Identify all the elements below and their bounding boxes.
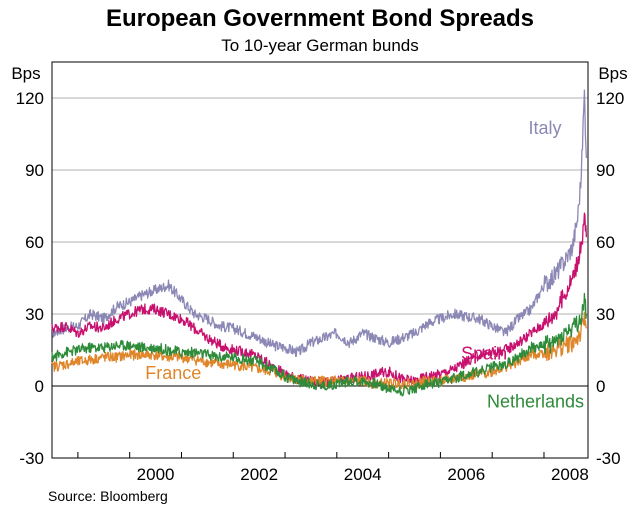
y-axis-label-left: Bps — [11, 64, 40, 83]
y-axis-label-right: Bps — [598, 64, 627, 83]
x-ticks: 2000 2002 2004 2006 2008 — [77, 452, 589, 484]
y-ticks-right: -30 0 30 60 90 120 — [596, 89, 624, 468]
y-ticks-left: -30 0 30 60 90 120 — [16, 89, 44, 468]
source-note: Source: Bloomberg — [48, 488, 168, 504]
series-annotations: Italy Spain France Netherlands — [145, 118, 584, 412]
y-tick-left-90: 90 — [25, 161, 44, 180]
chart-subtitle: To 10-year German bunds — [221, 36, 419, 55]
series-line-netherlands — [51, 292, 588, 397]
label-france: France — [145, 363, 201, 383]
series-line-italy — [51, 89, 588, 358]
y-tick-left-0: 0 — [35, 377, 44, 396]
y-tick-right-30: 30 — [596, 305, 615, 324]
chart-title: European Government Bond Spreads — [106, 5, 534, 32]
label-spain: Spain — [461, 344, 507, 364]
x-tick-label-2008: 2008 — [551, 465, 589, 484]
y-tick-left-60: 60 — [25, 233, 44, 252]
x-tick-label-2002: 2002 — [240, 465, 278, 484]
y-tick-right--30: -30 — [596, 449, 621, 468]
plot-frame — [51, 61, 589, 459]
y-tick-right-0: 0 — [596, 377, 605, 396]
x-tick-label-2006: 2006 — [447, 465, 485, 484]
gridlines — [52, 97, 588, 315]
x-tick-label-2000: 2000 — [137, 465, 175, 484]
y-tick-right-90: 90 — [596, 161, 615, 180]
series-line-france — [51, 311, 588, 390]
y-tick-left-30: 30 — [25, 305, 44, 324]
x-tick-label-2004: 2004 — [344, 465, 382, 484]
label-netherlands: Netherlands — [487, 392, 584, 412]
y-tick-right-60: 60 — [596, 233, 615, 252]
y-tick-right-120: 120 — [596, 89, 624, 108]
y-tick-left-120: 120 — [16, 89, 44, 108]
y-tick-left--30: -30 — [19, 449, 44, 468]
series-layer — [51, 89, 588, 397]
label-italy: Italy — [528, 118, 561, 138]
